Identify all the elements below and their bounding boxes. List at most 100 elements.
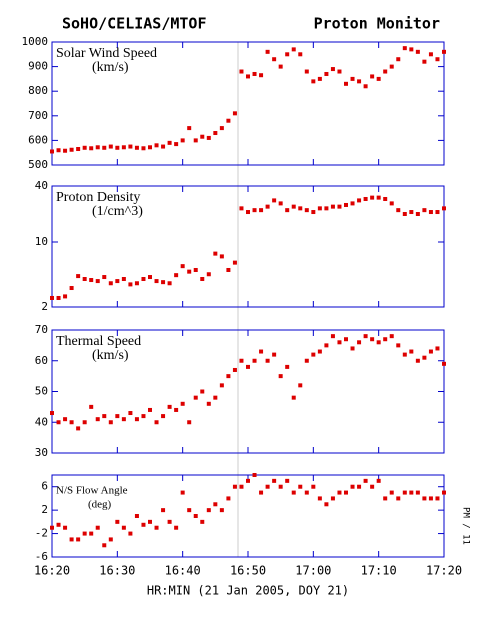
x-tick-label: 16:30 <box>99 564 135 578</box>
data-point <box>121 525 126 530</box>
data-point <box>148 275 152 280</box>
data-point <box>363 334 368 339</box>
data-point <box>50 295 54 300</box>
data-point <box>148 407 152 412</box>
data-point <box>363 84 368 89</box>
data-point <box>324 206 329 211</box>
data-point <box>350 346 355 351</box>
data-point <box>239 484 244 489</box>
x-tick-label: 17:10 <box>361 564 397 578</box>
data-point <box>370 195 375 200</box>
data-point <box>63 148 68 153</box>
data-point <box>252 473 257 477</box>
data-point <box>141 522 146 527</box>
data-point <box>324 343 329 348</box>
data-point <box>357 340 362 345</box>
data-point <box>291 204 296 209</box>
data-point <box>76 147 81 152</box>
data-point <box>265 358 270 363</box>
data-point <box>154 279 159 284</box>
data-point <box>357 484 362 489</box>
data-point <box>285 364 290 369</box>
data-point <box>435 57 440 62</box>
data-point <box>330 334 335 339</box>
data-point <box>134 281 139 286</box>
data-point <box>193 395 198 400</box>
data-point <box>50 411 54 416</box>
data-point <box>115 279 120 284</box>
data-point <box>115 145 120 150</box>
data-point <box>82 531 87 536</box>
data-point <box>252 358 257 363</box>
data-point <box>317 206 322 211</box>
data-point <box>121 145 126 150</box>
data-point <box>187 126 192 131</box>
data-point <box>187 420 192 425</box>
data-point <box>63 525 68 530</box>
x-tick-label: 16:50 <box>230 564 266 578</box>
data-point <box>226 118 231 123</box>
y-tick-label: 10 <box>35 235 48 248</box>
data-point <box>357 79 362 84</box>
data-point <box>337 69 342 74</box>
data-point <box>415 490 420 495</box>
data-point <box>415 49 420 54</box>
data-point <box>246 210 250 215</box>
x-tick-label: 16:20 <box>34 564 70 578</box>
data-point <box>246 74 250 79</box>
data-point <box>219 126 224 131</box>
data-point <box>285 478 290 483</box>
data-point <box>219 383 224 388</box>
data-point <box>415 211 420 216</box>
data-point <box>402 352 407 357</box>
data-point <box>337 340 342 345</box>
data-point <box>200 134 205 139</box>
data-point <box>232 484 237 489</box>
data-point <box>115 414 120 419</box>
panel-unit: (deg) <box>88 499 112 511</box>
y-tick-label: 900 <box>28 60 48 73</box>
data-point <box>232 367 237 372</box>
data-point <box>442 490 446 495</box>
data-point <box>265 484 270 489</box>
data-point <box>317 496 322 501</box>
data-point <box>311 352 316 357</box>
data-point <box>167 140 172 145</box>
data-point <box>102 275 107 280</box>
data-point <box>435 210 440 215</box>
data-point <box>389 490 394 495</box>
data-point <box>148 145 152 150</box>
data-point <box>232 111 237 116</box>
data-point <box>187 508 192 513</box>
data-point <box>442 206 446 211</box>
data-point <box>337 490 342 495</box>
data-point <box>219 508 224 513</box>
data-point <box>265 204 270 209</box>
data-point <box>206 401 211 406</box>
data-point <box>134 145 139 150</box>
data-point <box>370 74 375 79</box>
data-point <box>428 210 433 215</box>
data-point <box>82 277 87 282</box>
data-point <box>161 508 166 513</box>
data-point <box>304 69 309 74</box>
data-point <box>174 525 179 530</box>
data-point <box>180 490 185 495</box>
data-point <box>63 417 68 422</box>
data-point <box>350 484 355 489</box>
data-point <box>50 149 54 154</box>
data-point <box>357 198 362 203</box>
data-point <box>193 267 198 272</box>
data-point <box>265 49 270 54</box>
data-point <box>108 537 113 542</box>
data-point <box>89 278 94 283</box>
data-point <box>187 269 192 274</box>
data-point <box>383 69 388 74</box>
y-tick-label: 70 <box>35 323 48 336</box>
data-point <box>134 417 139 422</box>
data-point <box>174 142 179 147</box>
data-point <box>435 496 440 501</box>
data-point <box>213 131 218 136</box>
data-point <box>402 46 407 51</box>
y-tick-label: 1000 <box>22 35 49 48</box>
